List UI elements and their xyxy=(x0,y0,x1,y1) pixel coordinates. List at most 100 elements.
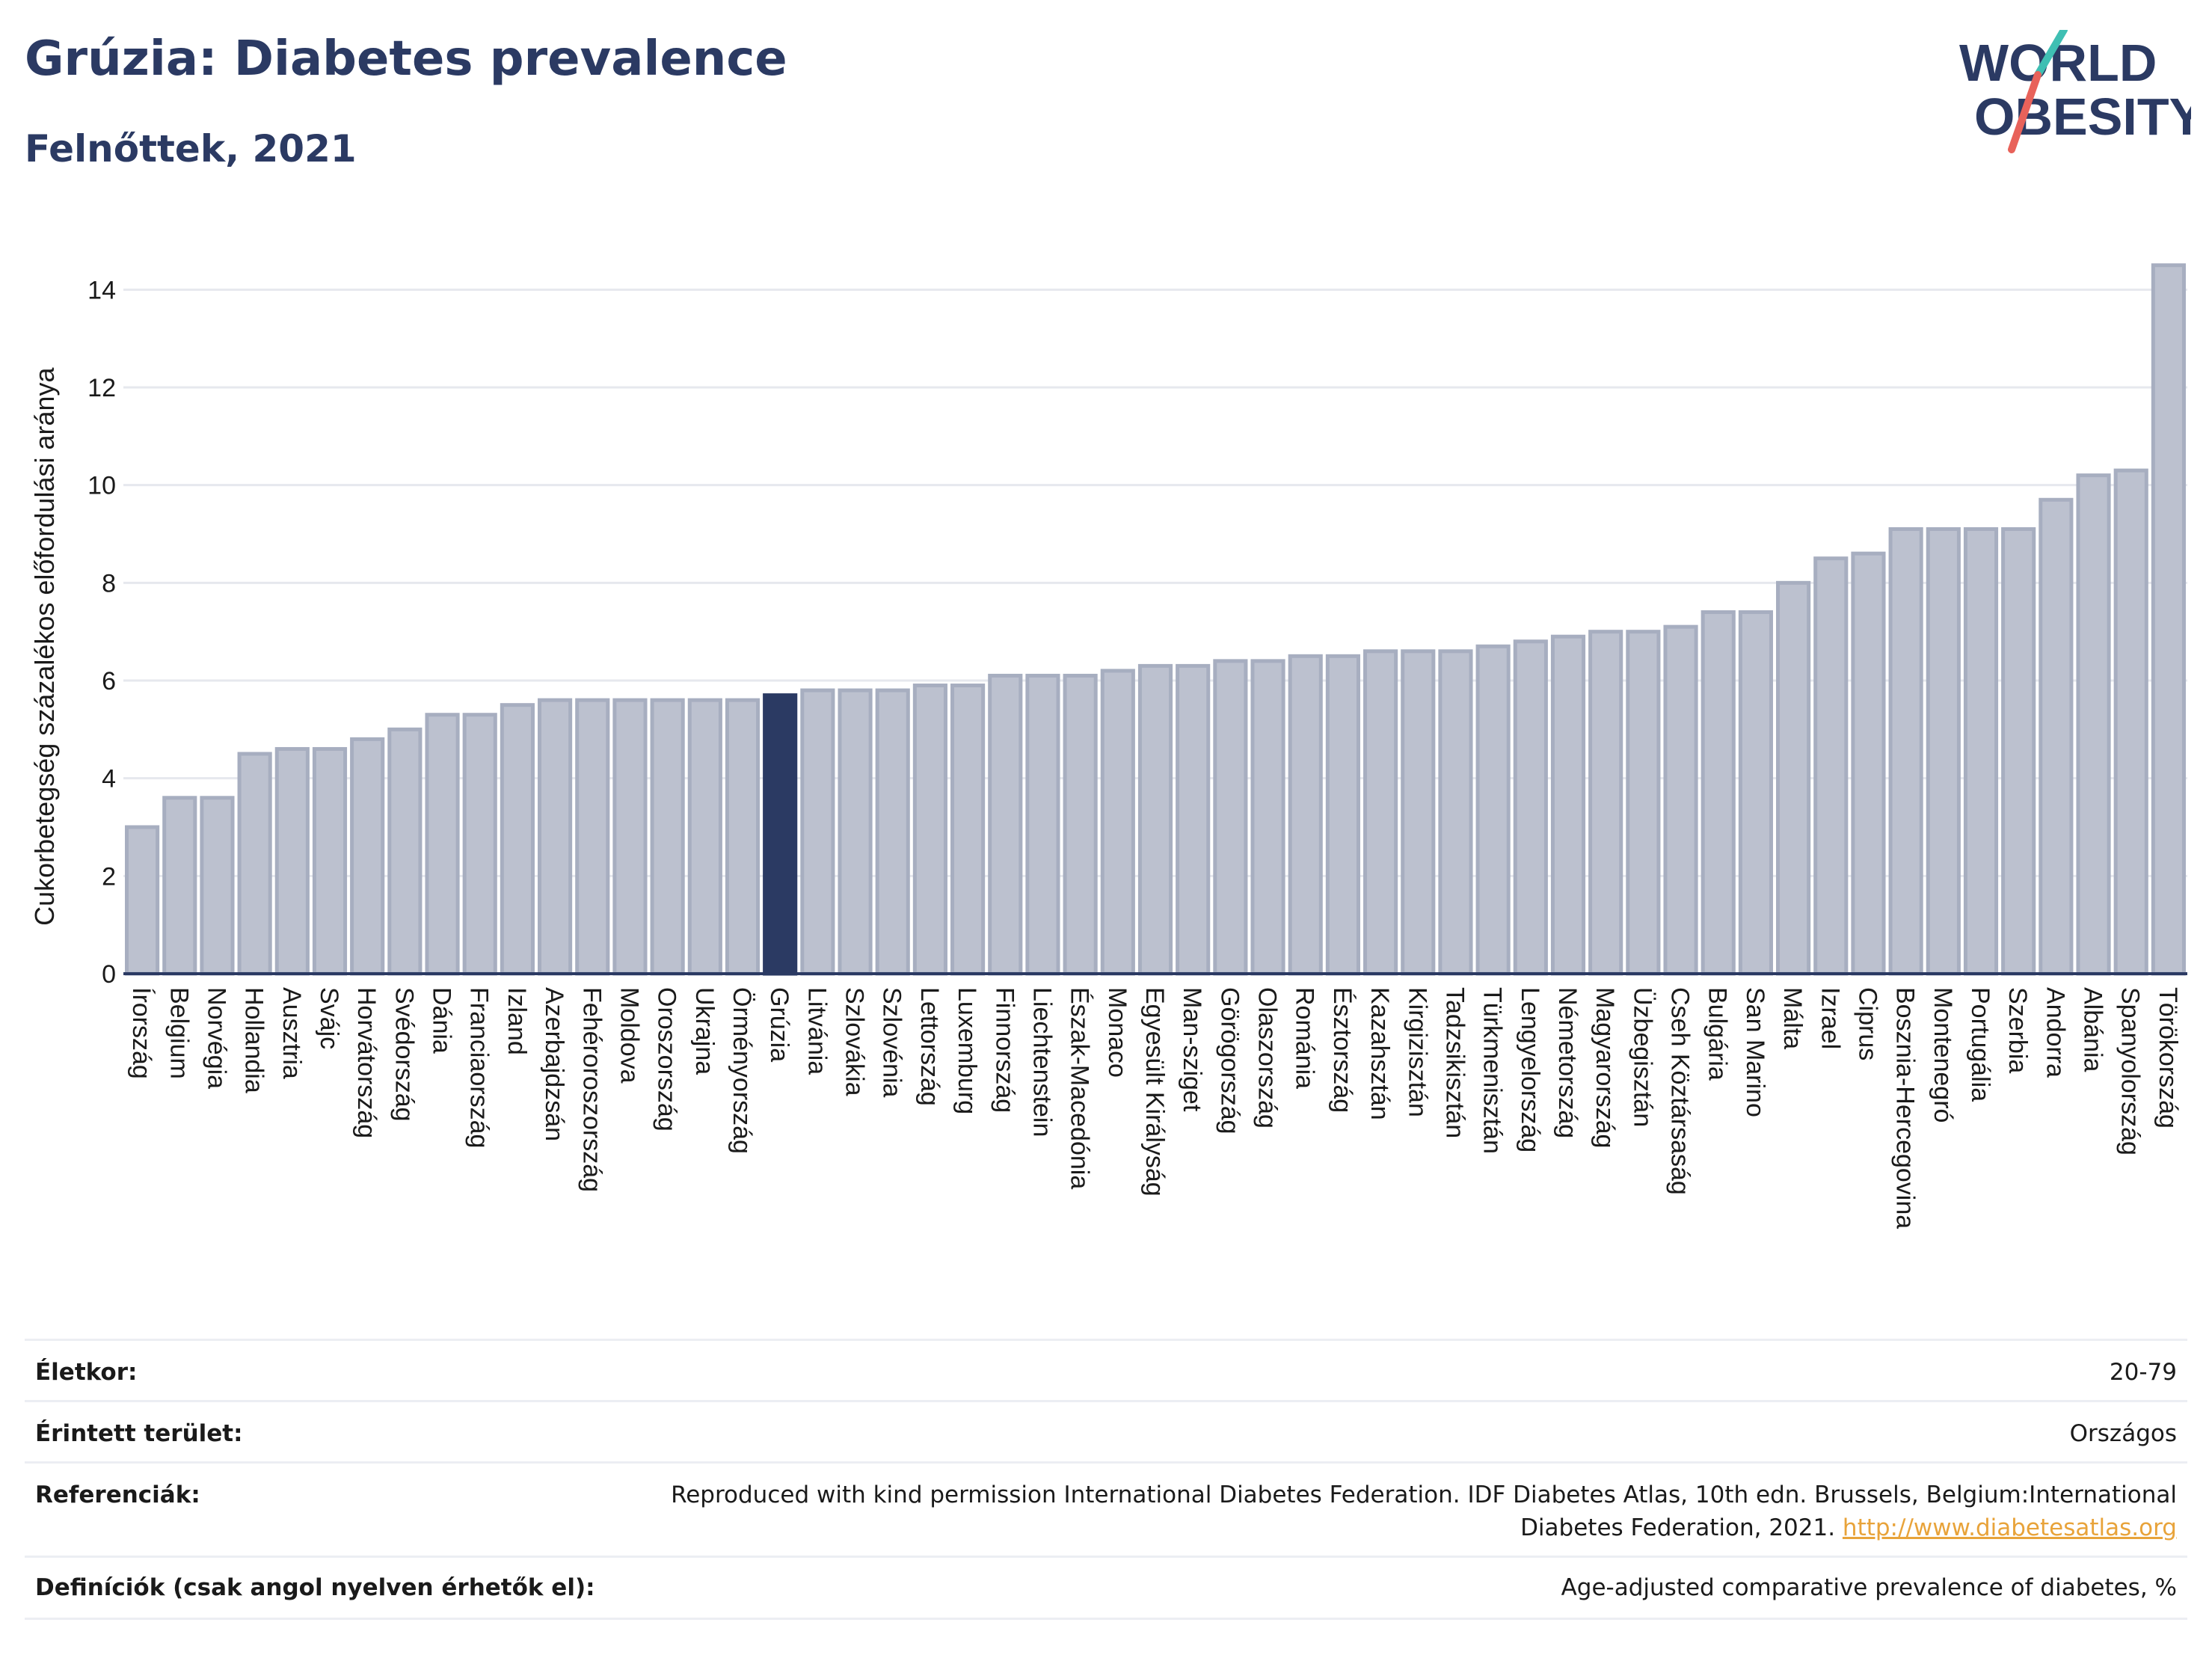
y-tick-label: 14 xyxy=(87,276,116,304)
x-tick-label: Bulgária xyxy=(1703,987,1732,1081)
bar-Szlovákia xyxy=(838,688,873,976)
meta-row-definitions: Definíciók (csak angol nyelven érhetők e… xyxy=(25,1556,2187,1620)
bar-Franciaország xyxy=(462,713,497,976)
y-tick-label: 10 xyxy=(87,472,116,500)
bar-Fehéroroszország xyxy=(575,698,610,976)
x-tick-label: Bosznia-Hercegovina xyxy=(1891,987,1920,1229)
bar-Litvánia xyxy=(800,688,835,976)
x-tick-label: Szlovákia xyxy=(841,987,869,1096)
bar-chart: 0 2 4 6 8 10 12 14 Írország Belgium Norvégia Holla… xyxy=(29,263,2187,1229)
bar-Azerbajdzsán xyxy=(538,698,573,976)
x-tick-label: Man-sziget xyxy=(1178,987,1206,1112)
meta-row-references: Referenciák: Reproduced with kind permis… xyxy=(25,1461,2187,1558)
bar-Görögország xyxy=(1213,659,1248,976)
x-tick-label: Lettország xyxy=(915,987,944,1106)
references-value: Reproduced with kind permission Internat… xyxy=(671,1479,2177,1544)
bar-Írország xyxy=(125,825,160,976)
x-tick-label: Izland xyxy=(503,987,531,1055)
x-tick-label: Spanyolország xyxy=(2116,987,2145,1155)
x-tick-label: Egyesült Királyság xyxy=(1140,987,1169,1197)
x-axis-labels: Írország Belgium Norvégia Hollandia Ausztria… xyxy=(127,987,2182,1229)
bar-Németország xyxy=(1550,634,1586,976)
x-tick-label: Ciprus xyxy=(1853,987,1881,1060)
bar-Tadzsikisztán xyxy=(1438,649,1473,976)
bar-Észtország xyxy=(1325,654,1360,976)
x-tick-label: Oroszország xyxy=(653,987,681,1132)
bar-Hollandia xyxy=(237,752,272,976)
bar-Dánia xyxy=(425,713,460,976)
bar-Belgium xyxy=(162,796,197,976)
age-label: Életkor: xyxy=(35,1359,138,1386)
bar-Albánia xyxy=(2076,473,2111,976)
x-tick-label: Törökország xyxy=(2154,987,2182,1129)
x-tick-label: Franciaország xyxy=(465,987,494,1148)
x-tick-label: Magyarország xyxy=(1591,987,1619,1148)
area-label: Érintett terület: xyxy=(35,1420,243,1447)
svg-text:OBESITY: OBESITY xyxy=(1974,87,2191,146)
x-tick-label: Svájc xyxy=(315,987,343,1049)
bar-Liechtenstein xyxy=(1025,673,1060,976)
meta-row-area: Érintett terület: Országos xyxy=(25,1400,2187,1464)
x-tick-label: Montenegró xyxy=(1929,987,1957,1123)
y-tick-label: 6 xyxy=(102,667,116,696)
x-tick-label: Svédország xyxy=(390,987,418,1122)
y-tick-label: 0 xyxy=(102,960,116,989)
bar-Kirgizisztán xyxy=(1401,649,1436,976)
x-tick-label: Monaco xyxy=(1103,987,1131,1078)
references-line-1: Reproduced with kind permission Internat… xyxy=(671,1481,2177,1508)
y-axis-ticks: 0 2 4 6 8 10 12 14 xyxy=(87,276,116,989)
bar-Izland xyxy=(500,703,535,976)
bar-Bosznia-Hercegovina xyxy=(1888,526,1923,976)
bar-Izrael xyxy=(1813,556,1849,976)
bar-San Marino xyxy=(1738,610,1773,976)
bar-Moldova xyxy=(612,698,648,976)
bar-Türkmenisztán xyxy=(1475,644,1511,976)
x-tick-label: Kirgizisztán xyxy=(1403,987,1431,1117)
x-tick-label: Kazahsztán xyxy=(1365,987,1394,1120)
bar-Oroszország xyxy=(650,698,685,976)
bar-Lettország xyxy=(912,684,947,976)
bar-Montenegró xyxy=(1926,526,1961,976)
bar-Luxemburg xyxy=(950,684,986,976)
bar-Málta xyxy=(1776,580,1811,976)
x-tick-label: Észak-Macedónia xyxy=(1066,987,1094,1189)
x-tick-label: Liechtenstein xyxy=(1027,987,1056,1137)
bar-Törökország xyxy=(2151,263,2186,976)
x-tick-label: Szlovénia xyxy=(878,987,906,1098)
bar-Egyesült Királyság xyxy=(1137,663,1173,976)
x-tick-label: Izrael xyxy=(1816,987,1844,1049)
x-tick-label: Grúzia xyxy=(765,987,793,1062)
x-tick-label: Belgium xyxy=(165,987,193,1079)
diabetes-atlas-link[interactable]: http://www.diabetesatlas.org xyxy=(1842,1514,2177,1541)
bar-Olaszország xyxy=(1250,659,1285,976)
bar-Svédország xyxy=(387,727,423,976)
bar-Észak-Macedónia xyxy=(1063,673,1098,976)
bar-Svájc xyxy=(312,746,348,976)
x-tick-label: Cseh Köztársaság xyxy=(1666,987,1695,1195)
bar-Spanyolország xyxy=(2113,468,2148,976)
bar-Cseh Köztársaság xyxy=(1663,624,1698,976)
y-tick-label: 12 xyxy=(87,374,116,402)
x-tick-label: Hollandia xyxy=(240,987,268,1093)
x-tick-label: Norvégia xyxy=(202,987,230,1089)
definitions-value: Age-adjusted comparative prevalence of d… xyxy=(1561,1574,2177,1601)
x-tick-label: Andorra xyxy=(2041,987,2069,1078)
x-tick-label: Dánia xyxy=(428,987,456,1054)
bar-Grúzia xyxy=(763,693,798,976)
x-tick-label: San Marino xyxy=(1741,987,1769,1117)
bar-Bulgária xyxy=(1701,610,1736,976)
bar-Magyarország xyxy=(1588,630,1623,976)
references-label: Referenciák: xyxy=(35,1481,200,1508)
x-tick-label: Észtország xyxy=(1328,987,1357,1113)
bar-Man-sziget xyxy=(1176,663,1211,976)
bar-Andorra xyxy=(2039,497,2074,976)
chart-subtitle: Felnőttek, 2021 xyxy=(25,127,357,171)
x-tick-label: Szerbia xyxy=(2003,987,2032,1073)
references-line-2: Diabetes Federation, 2021. http://www.di… xyxy=(671,1511,2177,1544)
bar-Szlovénia xyxy=(875,688,910,976)
x-tick-label: Örményország xyxy=(728,987,756,1154)
x-tick-label: Málta xyxy=(1778,987,1807,1049)
bar-Finnország xyxy=(988,673,1023,976)
bar-Ausztria xyxy=(274,746,310,976)
x-tick-label: Ausztria xyxy=(277,987,306,1079)
